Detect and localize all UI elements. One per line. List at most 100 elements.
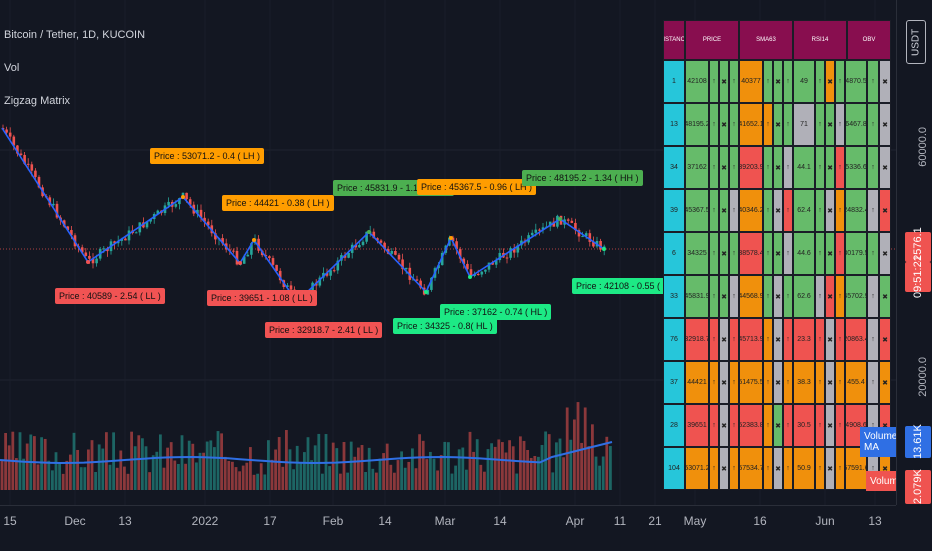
volume-bar (504, 452, 508, 490)
candle-body (365, 231, 368, 242)
matrix-cell: ↑ (815, 318, 825, 361)
candle-body (134, 232, 138, 234)
matrix-cell: ↑ (867, 232, 879, 275)
candle-body (95, 258, 98, 264)
volume-bar (605, 436, 609, 490)
volume-bar (342, 442, 346, 490)
volume-bar (274, 449, 277, 490)
matrix-cell: 37162 (685, 146, 709, 189)
volume-bar (591, 424, 594, 490)
candle-body (16, 145, 19, 154)
candle-body (203, 217, 206, 222)
volume-bar (299, 462, 303, 490)
matrix-cell: ↑ (867, 60, 879, 103)
volume-bar (169, 442, 173, 490)
currency-unit-button[interactable]: USDT (906, 20, 926, 64)
volume-bar (202, 452, 205, 490)
candle-body (37, 176, 41, 188)
candle-body (419, 280, 422, 288)
volume-bar (223, 456, 227, 490)
price-axis[interactable]: 0 60000.0 20000.0 42576.1 09:51:21 13.61… (896, 0, 932, 505)
pivot-marker (252, 238, 256, 242)
zigzag-price-label: Price : 37162 - 0.74 ( HL ) (440, 304, 552, 320)
matrix-cell: ↑ (867, 146, 879, 189)
matrix-cell: ✖ (825, 146, 835, 189)
matrix-cell: ↑ (783, 318, 793, 361)
candle-body (52, 203, 55, 206)
volume-bar (180, 435, 184, 490)
matrix-cell: ↑ (783, 146, 793, 189)
candle-body (512, 248, 516, 253)
volume-bar (245, 462, 249, 490)
matrix-cell: 57534.7 (739, 447, 763, 490)
volume-bar (598, 465, 601, 490)
matrix-cell: ✖ (773, 447, 783, 490)
candle-body (106, 248, 109, 252)
matrix-cell: ✖ (879, 275, 891, 318)
matrix-cell: ↑ (815, 103, 825, 146)
matrix-cell: 24832.4 (845, 189, 867, 232)
pivot-marker (558, 217, 562, 221)
volume-bar (508, 440, 511, 490)
volume-bar (94, 471, 97, 490)
volume-bar (537, 456, 540, 490)
volume-bar (119, 450, 123, 490)
volume-bar (51, 470, 54, 490)
candle-body (199, 209, 203, 218)
volume-bar (436, 470, 439, 490)
matrix-cell: ✖ (879, 60, 891, 103)
matrix-cell: ↑ (709, 103, 719, 146)
matrix-cell: ↑ (763, 232, 773, 275)
matrix-cell: 52383.8 (739, 404, 763, 447)
time-tick: Mar (434, 514, 456, 528)
symbol-title[interactable]: Bitcoin / Tether, 1D, KUCOIN (4, 29, 146, 41)
matrix-cell: 44.1 (793, 146, 815, 189)
matrix-cell: ↑ (835, 103, 845, 146)
matrix-cell: ↑ (815, 146, 825, 189)
volume-bar (141, 438, 144, 490)
matrix-cell: 34 (663, 146, 685, 189)
candle-body (570, 220, 574, 223)
zigzag-line (1, 127, 605, 304)
candle-body (566, 219, 570, 221)
volume-bar (357, 447, 360, 490)
volume-bar (461, 447, 465, 490)
zigzag-price-label: Price : 53071.2 - 0.4 ( LH ) (150, 148, 265, 164)
price-chart[interactable] (0, 0, 896, 505)
time-axis[interactable]: 15 Dec 13 2022 17 Feb 14 Mar 14 Apr 11 21 May 16 Jun 13 (0, 505, 896, 551)
matrix-cell: ↑ (763, 361, 773, 404)
volume-bar (97, 444, 101, 490)
matrix-cell: ✖ (825, 189, 835, 232)
matrix-cell: ✖ (719, 232, 729, 275)
volume-bar (609, 446, 612, 490)
volume-ma-line (0, 441, 613, 465)
volume-bar (195, 462, 198, 490)
volume-indicator-label[interactable]: Vol (4, 62, 20, 74)
matrix-cell: ✖ (825, 103, 835, 146)
candle-body (246, 254, 250, 257)
matrix-cell: ✖ (773, 404, 783, 447)
volume-bar (159, 434, 162, 490)
zigzag-indicator-label[interactable]: Zigzag Matrix (4, 95, 71, 107)
matrix-cell: 41652.1 (739, 103, 763, 146)
candle-body (66, 226, 70, 231)
volume-bar (173, 460, 177, 490)
matrix-cell: ↑ (729, 275, 739, 318)
matrix-row: 37 44421 ↑ ✖ ↑ 51475.5 ↑ ✖ ↑ 38.3 ↑ ✖ ↑ 455.4 ↑ ✖ (663, 361, 891, 404)
matrix-cell: 38.3 (793, 361, 815, 404)
chart-area[interactable] (0, 0, 896, 505)
candle-body (469, 269, 473, 276)
matrix-cell: 50.9 (793, 447, 815, 490)
volume-bar (177, 463, 180, 490)
candle-body (401, 259, 404, 270)
volume-bar (479, 464, 483, 490)
volume-bar (454, 465, 457, 490)
zigzag-price-label: Price : 32918.7 - 2.41 ( LL ) (265, 322, 383, 338)
time-tick: Apr (565, 514, 585, 528)
matrix-row: 34 37162 ↑ ✖ ↑ 39203.9 ↑ ✖ ↑ 44.1 ↑ ✖ ↑ 5336.6 ↑ ✖ (663, 146, 891, 189)
matrix-cell: ✖ (719, 361, 729, 404)
candle-body (250, 243, 253, 255)
matrix-cell: ↑ (783, 60, 793, 103)
matrix-cell: ✖ (773, 103, 783, 146)
